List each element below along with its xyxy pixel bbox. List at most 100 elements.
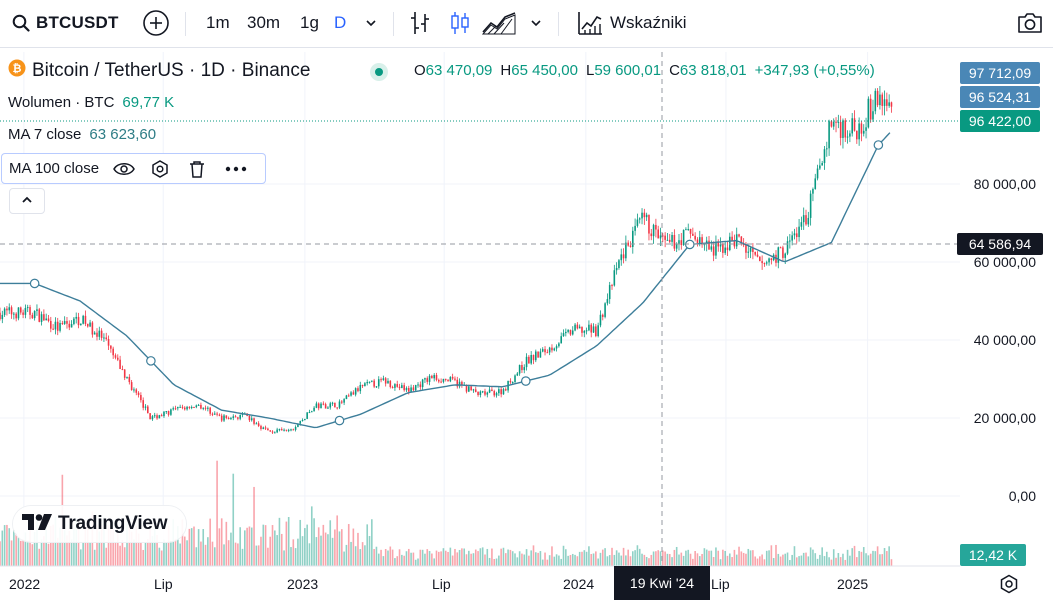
volume-bar [52,524,54,566]
volume-bar [673,549,676,566]
more-icon[interactable] [225,166,247,172]
candle-body [823,149,826,164]
top-toolbar: BTCUSDT 1m 30m 1g D [0,0,1053,48]
collapse-legend-button[interactable] [9,188,45,214]
candle-body [158,415,161,419]
eye-icon[interactable] [113,161,135,177]
volume-bar [738,546,740,566]
candle-body [717,242,720,247]
candle-body [858,123,860,140]
interval-1g[interactable]: 1g [300,13,319,32]
chart-style-dropdown-button[interactable] [529,0,543,46]
candle-body [798,226,800,238]
candle-body [174,408,177,410]
volume-bar [3,525,6,566]
volume-bar [821,547,823,566]
volume-bar [77,523,80,566]
volume-bar [782,554,784,566]
price-axis-label: 40 000,00 [973,332,1036,348]
interval-30m[interactable]: 30m [247,13,281,32]
candle-body [789,240,791,242]
price-axis-label: 20 000,00 [973,410,1036,426]
area-style-button[interactable] [482,0,516,46]
candle-body [59,323,61,331]
volume-bar [604,548,606,566]
candle-body [636,219,639,226]
candle-body [738,234,740,237]
price-chart[interactable] [0,49,1053,605]
volume-bar [130,531,133,566]
candle-body [151,416,154,420]
volume-bar [179,543,181,566]
volume-bar [142,549,144,566]
volume-bar [645,556,648,566]
time-axis-label: 2022 [9,576,41,592]
candle-body [354,388,357,395]
volume-bar [625,555,627,566]
volume-bar [170,540,172,566]
candle-body [405,388,408,391]
volume-bar [100,524,103,566]
candle-body [486,392,489,395]
legend-ma100[interactable]: MA 100 close [1,153,266,184]
volume-bar [19,540,22,566]
volume-bar [190,528,193,566]
interval-1m[interactable]: 1m [206,13,230,32]
candle-body [6,308,8,311]
volume-bar [47,543,50,566]
volume-bar [160,550,163,566]
volume-bar [802,552,805,566]
candle-body [454,378,456,380]
legend-title: Bitcoin / TetherUS · 1D · Binance [32,59,311,81]
volume-bar [504,553,507,566]
candle-body [91,322,94,335]
volume-bar [812,549,814,566]
settings-icon[interactable] [151,159,169,178]
volume-bar [581,551,583,566]
candle-body [248,415,251,421]
snapshot-button[interactable] [1016,0,1044,46]
change-value: +347,93 (+0,55%) [754,62,875,79]
volume-bar [26,540,29,566]
volume-bar [211,541,214,566]
volume-histogram [0,460,893,566]
chart-settings-button[interactable] [997,574,1021,598]
compare-symbol-button[interactable] [142,0,170,46]
volume-bar [622,547,625,566]
candle-body [82,315,84,324]
market-status-dot[interactable] [370,63,388,81]
high-label: H [500,62,512,79]
candle-body [438,379,440,382]
candle-body [618,260,620,269]
bars-style-button[interactable] [408,0,432,46]
trash-icon[interactable] [189,160,205,178]
volume-bar [491,548,493,566]
candle-body [389,380,392,388]
candle-body [881,94,884,106]
volume-bar [611,547,613,566]
indicators-button[interactable]: Wskaźniki [577,0,687,46]
legend-volume[interactable]: Wolumen · BTC 69,77 K [8,94,174,111]
volume-bar [500,548,502,566]
candle-body [839,121,842,138]
interval-d[interactable]: D [334,13,347,32]
candle-body [846,136,849,138]
volume-bar [424,553,426,566]
toolbar-divider [185,12,186,36]
legend-ma7[interactable]: MA 7 close 63 623,60 [8,126,156,143]
volume-bar [444,550,447,566]
candle-body [419,384,422,388]
volume-bar [601,549,604,566]
candle-body [629,245,632,247]
volume-bar [574,554,576,566]
toolbar-divider [393,12,394,36]
tradingview-logo[interactable]: TradingView [13,506,186,542]
candle-body [197,404,200,406]
volume-bar [209,518,211,566]
candles-style-button[interactable] [448,0,472,46]
volume-bar [553,556,556,566]
candle-body [844,120,847,138]
interval-dropdown-button[interactable] [364,0,378,46]
legend-main: ₿ Bitcoin / TetherUS · 1D · Binance [8,59,310,82]
symbol-search-button[interactable]: BTCUSDT [12,0,119,46]
